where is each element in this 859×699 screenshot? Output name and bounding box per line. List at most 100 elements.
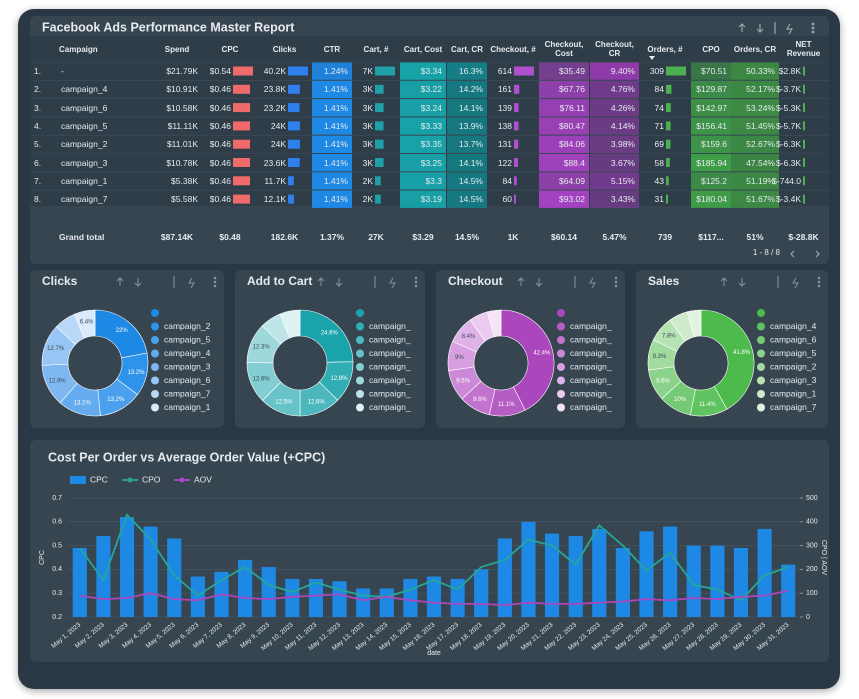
cell: $3.35 bbox=[420, 139, 442, 150]
total-cell: 27K bbox=[368, 232, 384, 242]
cell: 3.43% bbox=[610, 194, 635, 205]
legend-label: CPC bbox=[90, 474, 108, 484]
legend-swatch bbox=[557, 322, 565, 331]
pie-slice bbox=[700, 309, 755, 410]
cell: $159.6 bbox=[701, 139, 727, 150]
legend-swatch bbox=[356, 363, 364, 371]
cell-bar bbox=[803, 103, 805, 113]
slice-label: 13.2% bbox=[107, 397, 125, 403]
legend-swatch bbox=[757, 349, 765, 358]
cell-bar bbox=[375, 84, 384, 94]
cell: 23.6K bbox=[263, 157, 286, 168]
column-header: CPO bbox=[702, 44, 720, 54]
heat-cell bbox=[400, 62, 446, 80]
cell: campaign_7 bbox=[61, 194, 108, 205]
cell-bar bbox=[803, 66, 805, 76]
cell-bar bbox=[288, 176, 294, 186]
bar bbox=[379, 588, 394, 617]
cell: $35.49 bbox=[559, 66, 585, 76]
bar bbox=[332, 581, 347, 617]
cell: 43 bbox=[654, 175, 664, 186]
column-header: Orders, CR bbox=[733, 44, 777, 54]
cell: $0.46 bbox=[209, 194, 231, 205]
legend-label: campaign_2 bbox=[770, 361, 817, 371]
slice-label: 9.6% bbox=[473, 397, 487, 403]
total-cell: $87.14K bbox=[160, 232, 194, 242]
cell: 52.17% bbox=[746, 84, 775, 95]
toolbar-icon bbox=[317, 276, 396, 289]
cell-bar bbox=[288, 103, 300, 113]
legend-label: campaign_1 bbox=[164, 402, 211, 412]
cell: 52.67% bbox=[746, 139, 775, 150]
cell: $3.34 bbox=[420, 66, 442, 76]
cell: $84.06 bbox=[559, 139, 585, 150]
row-number: 4. bbox=[34, 120, 42, 131]
cell: $93.02 bbox=[559, 194, 585, 205]
heat-cell bbox=[400, 154, 446, 172]
toolbar-icon bbox=[213, 276, 217, 280]
cell: 1.41% bbox=[323, 84, 348, 95]
heat-cell bbox=[691, 172, 731, 190]
heat-cell bbox=[539, 154, 589, 172]
cell-bar bbox=[375, 121, 384, 131]
row-number: 8. bbox=[34, 194, 42, 205]
legend-swatch bbox=[151, 309, 159, 317]
cell: campaign_6 bbox=[61, 102, 108, 113]
toolbar-icon bbox=[414, 284, 418, 288]
cell: 3K bbox=[362, 120, 373, 131]
cell: $21.79K bbox=[166, 66, 198, 76]
legend-label: campaign_ bbox=[369, 388, 411, 398]
legend-swatch bbox=[70, 476, 86, 484]
bar bbox=[190, 576, 205, 617]
bar bbox=[261, 567, 276, 617]
cell-bar bbox=[375, 176, 381, 186]
cell-bar bbox=[288, 139, 300, 149]
total-cell: 1.37% bbox=[319, 232, 345, 242]
cell: 16.3% bbox=[458, 66, 483, 76]
slice-label: 8.4% bbox=[462, 334, 476, 340]
pie-slice bbox=[279, 309, 301, 339]
legend-swatch bbox=[757, 336, 765, 344]
bar bbox=[592, 528, 607, 617]
heat-cell bbox=[731, 80, 779, 99]
cell-bar bbox=[233, 66, 253, 76]
total-cell: $3.29 bbox=[412, 232, 434, 242]
cell-bar bbox=[233, 103, 251, 113]
legend-swatch bbox=[151, 363, 159, 371]
cell: 4.76% bbox=[610, 84, 635, 95]
cell-bar bbox=[803, 139, 805, 149]
cell-bar bbox=[666, 121, 671, 131]
legend-swatch bbox=[356, 376, 364, 385]
legend-label: AOV bbox=[194, 474, 212, 484]
heat-cell bbox=[590, 117, 639, 135]
cell: $0.46 bbox=[209, 175, 231, 186]
cell: 3.67% bbox=[610, 157, 635, 168]
cell: 69 bbox=[654, 139, 664, 150]
heat-cell bbox=[447, 117, 487, 135]
slice-label: 41.8% bbox=[733, 350, 751, 356]
column-header: Clicks bbox=[272, 44, 297, 54]
legend-label: campaign_ bbox=[570, 348, 612, 358]
legend-swatch bbox=[151, 349, 159, 358]
heat-cell bbox=[731, 135, 779, 153]
cell-bar bbox=[666, 66, 686, 76]
y-tick-label: 0.5 bbox=[52, 542, 62, 549]
slice-label: 13.1% bbox=[74, 401, 92, 407]
legend-swatch bbox=[757, 403, 765, 412]
cell: 4.26% bbox=[610, 102, 635, 113]
slice-label: 12.8% bbox=[331, 376, 349, 382]
cell: $11.11K bbox=[167, 120, 198, 131]
cell: campaign_4 bbox=[61, 84, 108, 95]
legend-label: campaign_ bbox=[570, 402, 612, 412]
y2-tick-label: 500 bbox=[806, 495, 818, 502]
cell-bar bbox=[514, 176, 517, 186]
cell: 84 bbox=[654, 84, 664, 95]
cell-bar bbox=[803, 84, 805, 94]
cell: 614 bbox=[497, 66, 512, 76]
legend-swatch bbox=[757, 390, 765, 398]
cell: 74 bbox=[654, 102, 664, 113]
heat-cell bbox=[590, 172, 639, 190]
cell: 1.41% bbox=[323, 139, 348, 150]
legend-label: campaign_ bbox=[369, 361, 411, 371]
